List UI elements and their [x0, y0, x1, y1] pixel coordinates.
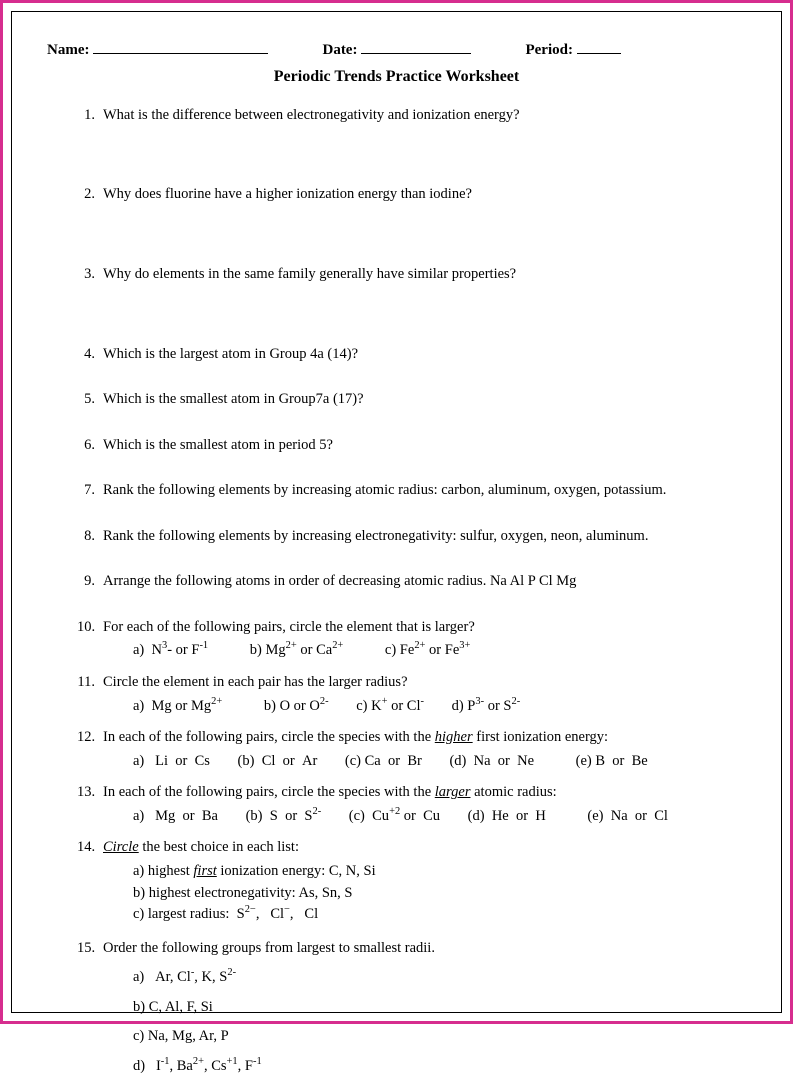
q3-text: Why do elements in the same family gener… — [103, 265, 746, 285]
name-blank[interactable] — [93, 53, 268, 54]
q12-post: first ionization energy: — [473, 729, 608, 745]
q10-b: b) Mg2+ or Ca2+ — [250, 641, 344, 661]
q10-a: a) N3- or F-1 — [133, 641, 208, 661]
q14-c: c) largest radius: S2−, Cl−, Cl — [133, 905, 746, 925]
q1-num: 1. — [77, 106, 103, 126]
q10-text: For each of the following pairs, circle … — [103, 618, 746, 661]
question-4: 4. Which is the largest atom in Group 4a… — [77, 345, 746, 365]
q6-num: 6. — [77, 436, 103, 456]
date-label: Date: — [322, 40, 357, 60]
q5-text: Which is the smallest atom in Group7a (1… — [103, 390, 746, 410]
question-15: 15. Order the following groups from larg… — [77, 939, 746, 1078]
q12-num: 12. — [77, 728, 103, 771]
q10-stem: For each of the following pairs, circle … — [103, 619, 475, 635]
q8-num: 8. — [77, 527, 103, 547]
q10-options: a) N3- or F-1 b) Mg2+ or Ca2+ c) Fe2+ or… — [103, 641, 746, 661]
question-10: 10. For each of the following pairs, cir… — [77, 618, 746, 661]
q11-text: Circle the element in each pair has the … — [103, 673, 746, 716]
worksheet-title: Periodic Trends Practice Worksheet — [47, 66, 746, 88]
question-14: 14. Circle the best choice in each list:… — [77, 838, 746, 926]
q11-b: b) O or O2- — [264, 697, 329, 717]
q12-em: higher — [435, 729, 473, 745]
q14-a: a) highest first ionization energy: C, N… — [133, 862, 746, 882]
q13-em: larger — [435, 784, 471, 800]
q12-b: (b) Cl or Ar — [238, 752, 318, 772]
question-8: 8. Rank the following elements by increa… — [77, 527, 746, 547]
q15-b: b) C, Al, F, Si — [133, 998, 746, 1018]
q11-stem: Circle the element in each pair has the … — [103, 674, 408, 690]
questions-list: 1. What is the difference between electr… — [47, 106, 746, 1078]
q11-num: 11. — [77, 673, 103, 716]
q11-d: d) P3- or S2- — [452, 697, 521, 717]
q13-b: (b) S or S2- — [246, 807, 322, 827]
q1-text: What is the difference between electrone… — [103, 106, 746, 126]
q3-num: 3. — [77, 265, 103, 285]
q15-text: Order the following groups from largest … — [103, 939, 746, 1078]
q15-options: a) Ar, Cl-, K, S2- b) C, Al, F, Si c) Na… — [103, 968, 746, 1076]
q14-em: Circle — [103, 839, 139, 855]
q10-c: c) Fe2+ or Fe3+ — [385, 641, 470, 661]
q15-d: d) I-1, Ba2+, Cs+1, F-1 — [133, 1057, 746, 1077]
q4-num: 4. — [77, 345, 103, 365]
q15-a: a) Ar, Cl-, K, S2- — [133, 968, 746, 988]
q12-d: (d) Na or Ne — [449, 752, 534, 772]
q13-d: (d) He or H — [468, 807, 546, 827]
q7-num: 7. — [77, 481, 103, 501]
q4-text: Which is the largest atom in Group 4a (1… — [103, 345, 746, 365]
q15-num: 15. — [77, 939, 103, 1078]
q14-options: a) highest first ionization energy: C, N… — [103, 862, 746, 925]
question-6: 6. Which is the smallest atom in period … — [77, 436, 746, 456]
q13-post: atomic radius: — [471, 784, 557, 800]
q13-options: a) Mg or Ba (b) S or S2- (c) Cu+2 or Cu … — [103, 807, 746, 827]
question-13: 13. In each of the following pairs, circ… — [77, 783, 746, 826]
question-12: 12. In each of the following pairs, circ… — [77, 728, 746, 771]
q12-a: a) Li or Cs — [133, 752, 210, 772]
q14-b: b) highest electronegativity: As, Sn, S — [133, 884, 746, 904]
q2-text: Why does fluorine have a higher ionizati… — [103, 185, 746, 205]
q13-text: In each of the following pairs, circle t… — [103, 783, 746, 826]
question-11: 11. Circle the element in each pair has … — [77, 673, 746, 716]
question-3: 3. Why do elements in the same family ge… — [77, 265, 746, 285]
q14-text: Circle the best choice in each list: a) … — [103, 838, 746, 926]
name-label: Name: — [47, 40, 89, 60]
q11-options: a) Mg or Mg2+ b) O or O2- c) K+ or Cl- d… — [103, 697, 746, 717]
q13-pre: In each of the following pairs, circle t… — [103, 784, 435, 800]
q11-c: c) K+ or Cl- — [356, 697, 424, 717]
q7-text: Rank the following elements by increasin… — [103, 481, 746, 501]
header-line: Name: Date: Period: — [47, 40, 746, 60]
question-1: 1. What is the difference between electr… — [77, 106, 746, 126]
q15-stem: Order the following groups from largest … — [103, 940, 435, 956]
q5-num: 5. — [77, 390, 103, 410]
question-7: 7. Rank the following elements by increa… — [77, 481, 746, 501]
q15-c: c) Na, Mg, Ar, P — [133, 1027, 746, 1047]
q9-num: 9. — [77, 572, 103, 592]
q12-text: In each of the following pairs, circle t… — [103, 728, 746, 771]
q12-pre: In each of the following pairs, circle t… — [103, 729, 435, 745]
q13-num: 13. — [77, 783, 103, 826]
q12-options: a) Li or Cs (b) Cl or Ar (c) Ca or Br (d… — [103, 752, 746, 772]
q13-a: a) Mg or Ba — [133, 807, 218, 827]
question-2: 2. Why does fluorine have a higher ioniz… — [77, 185, 746, 205]
q13-c: (c) Cu+2 or Cu — [349, 807, 440, 827]
question-5: 5. Which is the smallest atom in Group7a… — [77, 390, 746, 410]
q2-num: 2. — [77, 185, 103, 205]
q11-a: a) Mg or Mg2+ — [133, 697, 222, 717]
outer-border: Name: Date: Period: Periodic Trends Prac… — [0, 0, 793, 1024]
q10-num: 10. — [77, 618, 103, 661]
date-blank[interactable] — [361, 53, 471, 54]
q12-c: (c) Ca or Br — [345, 752, 422, 772]
q14-num: 14. — [77, 838, 103, 926]
question-9: 9. Arrange the following atoms in order … — [77, 572, 746, 592]
q12-e: (e) B or Be — [576, 752, 648, 772]
q14-post: the best choice in each list: — [139, 839, 299, 855]
q8-text: Rank the following elements by increasin… — [103, 527, 746, 547]
q9-text: Arrange the following atoms in order of … — [103, 572, 746, 592]
page-content: Name: Date: Period: Periodic Trends Prac… — [11, 11, 782, 1013]
q13-e: (e) Na or Cl — [587, 807, 668, 827]
period-blank[interactable] — [577, 53, 621, 54]
q6-text: Which is the smallest atom in period 5? — [103, 436, 746, 456]
period-label: Period: — [525, 40, 572, 60]
